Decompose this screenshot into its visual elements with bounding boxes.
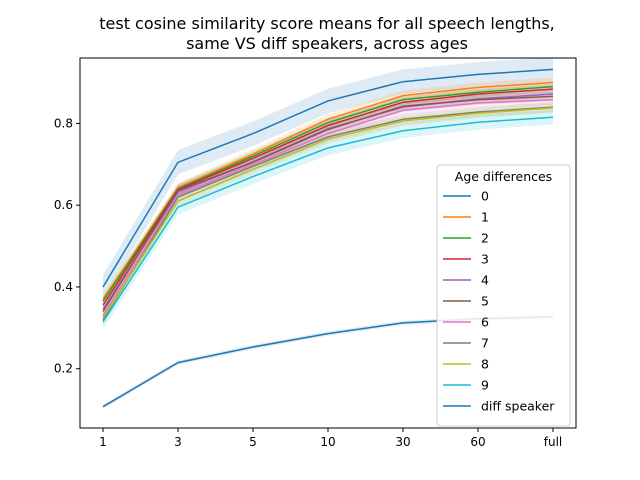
legend-label-7: 7 bbox=[481, 336, 489, 351]
legend-label-4: 4 bbox=[481, 273, 489, 288]
legend-label-2: 2 bbox=[481, 231, 489, 246]
legend: Age differences 0 1 2 3 4 5 6 7 8 9 diff speaker bbox=[436, 164, 571, 427]
line-series-5 bbox=[102, 95, 554, 312]
y-tick-label-1: 0.4 bbox=[54, 280, 73, 294]
legend-label-1: 1 bbox=[481, 210, 489, 225]
band-series-2 bbox=[103, 81, 553, 307]
legend-label-10: diff speaker bbox=[481, 399, 555, 414]
series-lines bbox=[102, 68, 554, 408]
line-series-8 bbox=[102, 107, 554, 319]
legend-label-3: 3 bbox=[481, 252, 489, 267]
legend-label-6: 6 bbox=[481, 315, 489, 330]
x-tick-label-1: 3 bbox=[174, 435, 182, 449]
legend-label-9: 9 bbox=[481, 378, 489, 393]
x-tick-label-3: 10 bbox=[320, 435, 335, 449]
band-series-0 bbox=[103, 57, 553, 300]
chart-title-line-2: same VS diff speakers, across ages bbox=[186, 34, 468, 53]
legend-title: Age differences bbox=[455, 169, 552, 184]
x-tick-label-2: 5 bbox=[249, 435, 257, 449]
chart-title-line-1: test cosine similarity score means for a… bbox=[99, 14, 555, 33]
legend-label-8: 8 bbox=[481, 357, 489, 372]
line-series-9 bbox=[102, 116, 554, 323]
band-series-9 bbox=[103, 109, 553, 330]
legend-label-5: 5 bbox=[481, 294, 489, 309]
x-tick-label-5: 60 bbox=[470, 435, 485, 449]
line-series-7 bbox=[102, 106, 554, 321]
y-axis: 0.2 0.4 0.6 0.8 bbox=[54, 116, 80, 376]
x-tick-label-4: 30 bbox=[395, 435, 410, 449]
x-axis: 1 3 5 10 30 60 full bbox=[99, 428, 562, 449]
line-series-3 bbox=[102, 88, 554, 306]
x-tick-label-6: full bbox=[544, 435, 563, 449]
line-series-4 bbox=[102, 93, 554, 310]
y-tick-label-2: 0.6 bbox=[54, 198, 73, 212]
x-tick-label-0: 1 bbox=[99, 435, 107, 449]
line-series-6 bbox=[102, 98, 554, 316]
legend-box bbox=[436, 164, 571, 427]
y-tick-label-3: 0.8 bbox=[54, 116, 73, 130]
y-tick-label-0: 0.2 bbox=[54, 362, 73, 376]
line-series-0 bbox=[102, 68, 554, 288]
legend-label-0: 0 bbox=[481, 189, 489, 204]
